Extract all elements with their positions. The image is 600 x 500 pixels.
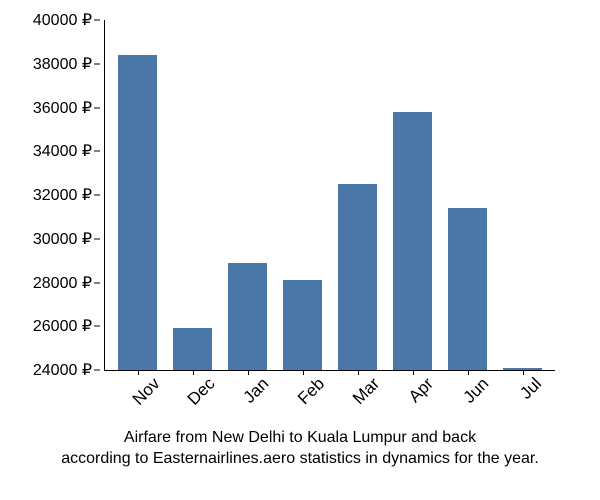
x-tick-mark <box>523 370 524 375</box>
bar <box>173 328 212 370</box>
y-axis: 24000 ₽26000 ₽28000 ₽30000 ₽32000 ₽34000… <box>0 20 100 370</box>
bar-group: Mar <box>330 20 385 370</box>
y-tick-label: 34000 ₽ <box>33 141 92 161</box>
y-tick-mark <box>94 63 100 64</box>
x-tick-mark <box>358 370 359 375</box>
bar-group: Apr <box>385 20 440 370</box>
bar <box>338 184 377 370</box>
x-axis-label: Mar <box>349 374 384 409</box>
bar <box>228 263 267 370</box>
bar-group: Nov <box>110 20 165 370</box>
x-axis-line <box>104 370 555 371</box>
x-axis-label: Feb <box>294 374 329 409</box>
y-tick-label: 26000 ₽ <box>33 316 92 336</box>
x-tick-mark <box>193 370 194 375</box>
y-tick-mark <box>94 195 100 196</box>
bar-group: Dec <box>165 20 220 370</box>
y-tick-label: 40000 ₽ <box>33 10 92 30</box>
y-tick-label: 32000 ₽ <box>33 185 92 205</box>
y-tick-mark <box>94 326 100 327</box>
y-tick-mark <box>94 238 100 239</box>
bar-group: Feb <box>275 20 330 370</box>
airfare-chart: 24000 ₽ 26000 ₽ 28000 ₽ 30000 ₽ 32000 ₽ 34000… <box>0 0 600 500</box>
x-tick-mark <box>303 370 304 375</box>
x-axis-label: Jul <box>516 374 546 404</box>
y-tick-label: 24000 ₽ <box>33 360 92 380</box>
x-axis-label: Nov <box>128 374 164 410</box>
caption-line-1: Airfare from New Delhi to Kuala Lumpur a… <box>124 429 476 446</box>
x-axis-label: Apr <box>404 374 437 407</box>
x-tick-mark <box>138 370 139 375</box>
y-tick-mark <box>94 370 100 371</box>
bar <box>393 112 432 370</box>
x-tick-mark <box>468 370 469 375</box>
bar-group: Jan <box>220 20 275 370</box>
y-tick-label: 30000 ₽ <box>33 229 92 249</box>
y-tick-label: 36000 ₽ <box>33 98 92 118</box>
bar <box>448 208 487 370</box>
y-tick-label: 28000 ₽ <box>33 273 92 293</box>
bar <box>118 55 157 370</box>
x-tick-mark <box>413 370 414 375</box>
chart-caption: Airfare from New Delhi to Kuala Lumpur a… <box>0 427 600 470</box>
x-axis-label: Jan <box>239 374 273 408</box>
bars-container: NovDecJanFebMarAprJunJul <box>105 20 555 370</box>
y-tick-mark <box>94 107 100 108</box>
x-axis-label: Jun <box>459 374 493 408</box>
bar-group: Jul <box>495 20 550 370</box>
y-tick-label: 38000 ₽ <box>33 54 92 74</box>
x-axis-label: Dec <box>183 374 219 410</box>
bar-group: Jun <box>440 20 495 370</box>
y-tick-mark <box>94 20 100 21</box>
bar <box>283 280 322 370</box>
plot-area: NovDecJanFebMarAprJunJul <box>105 20 555 370</box>
y-tick-mark <box>94 151 100 152</box>
y-tick-mark <box>94 282 100 283</box>
x-tick-mark <box>248 370 249 375</box>
caption-line-2: according to Easternairlines.aero statis… <box>61 450 539 467</box>
